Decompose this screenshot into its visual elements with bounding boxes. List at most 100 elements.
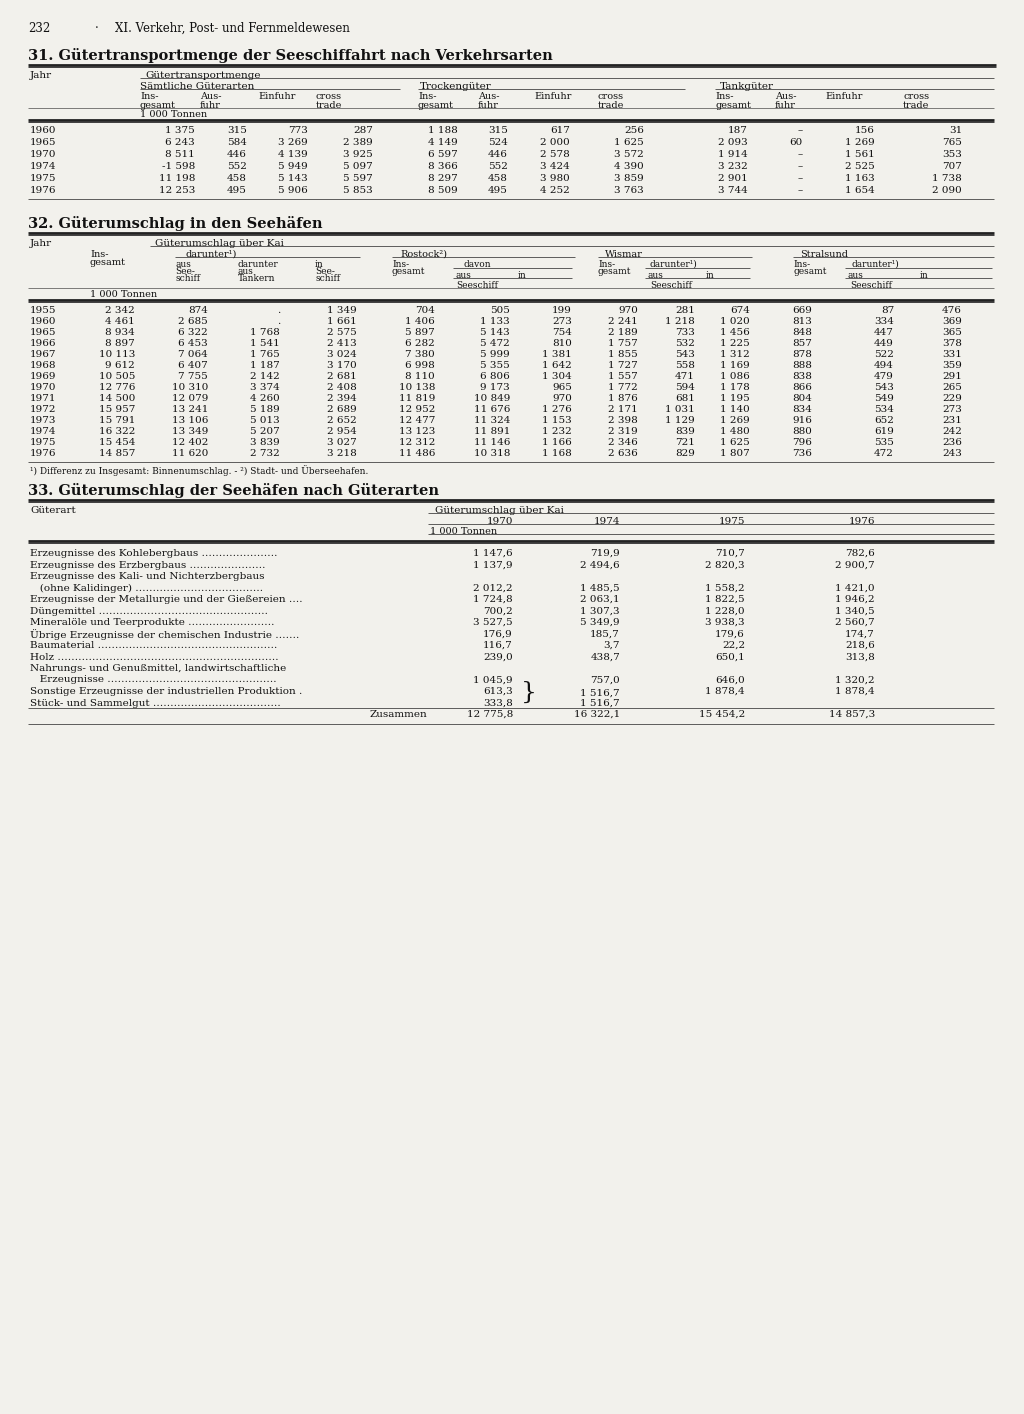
Text: 1 381: 1 381 (543, 351, 572, 359)
Text: darunter¹): darunter¹) (185, 250, 237, 259)
Text: gesamt: gesamt (140, 100, 176, 110)
Text: 3 763: 3 763 (614, 187, 644, 195)
Text: 8 509: 8 509 (428, 187, 458, 195)
Text: 256: 256 (624, 126, 644, 134)
Text: 15 957: 15 957 (98, 404, 135, 414)
Text: fuhr: fuhr (478, 100, 499, 110)
Text: 6 407: 6 407 (178, 361, 208, 370)
Text: 1 020: 1 020 (720, 317, 750, 327)
Text: Rostock²): Rostock²) (400, 250, 447, 259)
Text: 31: 31 (949, 126, 962, 134)
Text: 710,7: 710,7 (715, 549, 745, 559)
Text: 5 207: 5 207 (250, 427, 280, 436)
Text: 757,0: 757,0 (590, 676, 620, 684)
Text: Jahr: Jahr (30, 71, 52, 81)
Text: 1 807: 1 807 (720, 450, 750, 458)
Text: trade: trade (598, 100, 625, 110)
Text: 1 031: 1 031 (666, 404, 695, 414)
Text: 1 320,2: 1 320,2 (836, 676, 874, 684)
Text: Stralsund: Stralsund (800, 250, 848, 259)
Text: 1 772: 1 772 (608, 383, 638, 392)
Text: 1 878,4: 1 878,4 (836, 687, 874, 696)
Text: 1 129: 1 129 (666, 416, 695, 426)
Text: 1 045,9: 1 045,9 (473, 676, 513, 684)
Text: 813: 813 (793, 317, 812, 327)
Text: 1955: 1955 (30, 305, 56, 315)
Text: 16 322,1: 16 322,1 (573, 710, 620, 718)
Text: 2 189: 2 189 (608, 328, 638, 337)
Text: 2 063,1: 2 063,1 (581, 595, 620, 604)
Text: 495: 495 (227, 187, 247, 195)
Text: aus: aus (455, 271, 471, 280)
Text: 1 480: 1 480 (720, 427, 750, 436)
Text: 185,7: 185,7 (590, 629, 620, 639)
Text: –: – (798, 174, 803, 182)
Text: 719,9: 719,9 (590, 549, 620, 559)
Text: 7 064: 7 064 (178, 351, 208, 359)
Text: 2 389: 2 389 (343, 139, 373, 147)
Text: 1970: 1970 (486, 518, 513, 526)
Text: 1 178: 1 178 (720, 383, 750, 392)
Text: 3 572: 3 572 (614, 150, 644, 158)
Text: 1 137,9: 1 137,9 (473, 560, 513, 570)
Text: 447: 447 (874, 328, 894, 337)
Text: 1 375: 1 375 (165, 126, 195, 134)
Text: 613,3: 613,3 (483, 687, 513, 696)
Text: Aus-: Aus- (775, 92, 797, 100)
Text: 239,0: 239,0 (483, 652, 513, 662)
Text: 6 998: 6 998 (406, 361, 435, 370)
Text: 13 106: 13 106 (172, 416, 208, 426)
Text: 3 024: 3 024 (328, 351, 357, 359)
Text: 2 578: 2 578 (541, 150, 570, 158)
Text: 365: 365 (942, 328, 962, 337)
Text: 1 000 Tonnen: 1 000 Tonnen (430, 527, 497, 536)
Text: 3 424: 3 424 (541, 163, 570, 171)
Text: Erzeugnisse des Kohlebergbaus ………………….: Erzeugnisse des Kohlebergbaus …………………. (30, 549, 278, 559)
Text: 782,6: 782,6 (845, 549, 874, 559)
Text: Erzeugnisse des Erzbergbaus ………………….: Erzeugnisse des Erzbergbaus …………………. (30, 560, 265, 570)
Text: 1 140: 1 140 (720, 404, 750, 414)
Text: 1975: 1975 (30, 438, 56, 447)
Text: 2 012,2: 2 012,2 (473, 584, 513, 592)
Text: 11 486: 11 486 (398, 450, 435, 458)
Text: 15 454: 15 454 (98, 438, 135, 447)
Text: gesamt: gesamt (793, 267, 826, 276)
Text: Sonstige Erzeugnisse der industriellen Produktion .: Sonstige Erzeugnisse der industriellen P… (30, 687, 302, 696)
Text: 353: 353 (942, 150, 962, 158)
Text: davon: davon (464, 260, 492, 269)
Text: fuhr: fuhr (775, 100, 796, 110)
Text: 1 168: 1 168 (543, 450, 572, 458)
Text: 2 413: 2 413 (328, 339, 357, 348)
Text: 1 946,2: 1 946,2 (836, 595, 874, 604)
Text: aus: aus (175, 260, 190, 269)
Text: 1 516,7: 1 516,7 (581, 699, 620, 707)
Text: 1 855: 1 855 (608, 351, 638, 359)
Text: Gütertransportmenge: Gütertransportmenge (145, 71, 260, 81)
Text: 1967: 1967 (30, 351, 56, 359)
Text: 479: 479 (874, 372, 894, 380)
Text: 11 676: 11 676 (474, 404, 510, 414)
Text: 736: 736 (793, 450, 812, 458)
Text: Güterumschlag über Kai: Güterumschlag über Kai (155, 239, 284, 247)
Text: 458: 458 (227, 174, 247, 182)
Text: 12 776: 12 776 (98, 383, 135, 392)
Text: .: . (276, 305, 280, 315)
Text: aus: aus (238, 267, 254, 276)
Text: in: in (706, 271, 715, 280)
Text: 1965: 1965 (30, 139, 56, 147)
Text: 1 232: 1 232 (543, 427, 572, 436)
Text: See-: See- (315, 267, 335, 276)
Text: 1 307,3: 1 307,3 (581, 607, 620, 615)
Text: 880: 880 (793, 427, 812, 436)
Text: darunter¹): darunter¹) (650, 260, 697, 269)
Text: 773: 773 (288, 126, 308, 134)
Text: 721: 721 (675, 438, 695, 447)
Text: Ins-: Ins- (715, 92, 733, 100)
Text: –: – (798, 150, 803, 158)
Text: Düngemittel ………………………………………….: Düngemittel …………………………………………. (30, 607, 268, 615)
Text: 834: 834 (793, 404, 812, 414)
Text: 458: 458 (488, 174, 508, 182)
Text: 524: 524 (488, 139, 508, 147)
Text: gesamt: gesamt (418, 100, 454, 110)
Text: 9 612: 9 612 (105, 361, 135, 370)
